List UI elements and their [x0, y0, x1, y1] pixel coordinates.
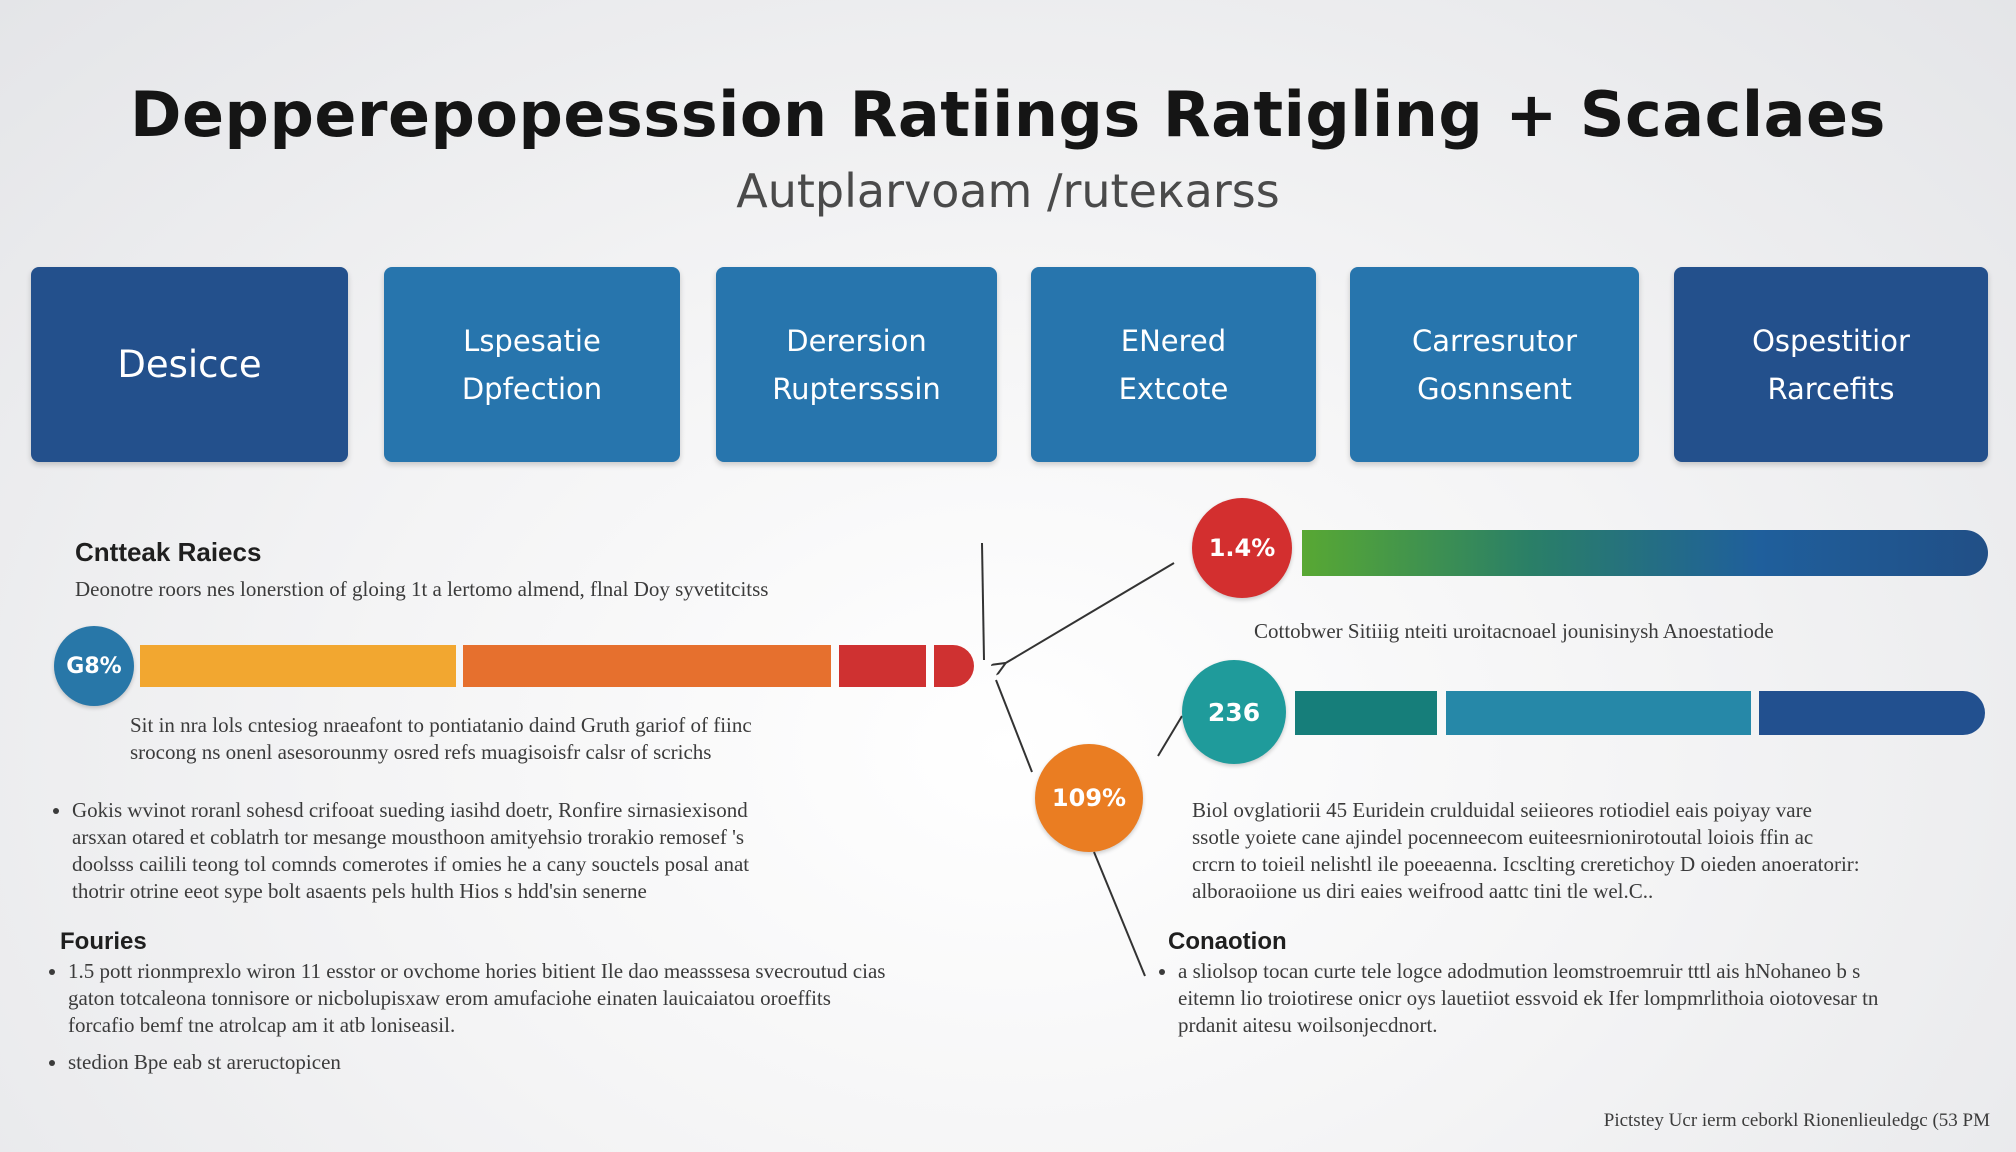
connector-center-to-right	[1157, 715, 1183, 757]
category-box-6-line-1: Ospestitior	[1752, 323, 1910, 358]
left-bullet-line-4: thotrir otrine eeot sype bolt asaents pe…	[72, 879, 647, 903]
page-title: Depperepopesssion Ratiings Ratigling + S…	[130, 78, 1886, 151]
arrow-connector	[1004, 562, 1175, 664]
category-box-2-line-2: Dpfection	[461, 371, 603, 406]
right-sub-bullets: a sliolsop tocan curte tele logce adodmu…	[1160, 958, 2008, 1057]
left-panel-heading: Cntteak Raiecs	[75, 537, 262, 567]
left-rating-indicator: G8%	[54, 626, 134, 706]
left-sub-bullets: 1.5 pott rionmprexlo wiron 11 esstor or …	[50, 958, 1068, 1094]
left-bar-segment-1	[140, 645, 456, 687]
category-box-2-line-1: Lspesatie	[463, 323, 601, 358]
right-bar-segment-1	[1295, 691, 1437, 735]
right-mid-rating-indicator: 236	[1182, 660, 1286, 764]
left-sub-bullet-item: 1.5 pott rionmprexlo wiron 11 esstor or …	[68, 958, 1068, 1039]
category-box-1: Desicce	[31, 267, 348, 462]
left-bullet-line-2: arsxan otared et coblatrh tor mesange mo…	[72, 825, 745, 849]
right-top-gradient-bar	[1302, 530, 1988, 576]
left-bar-segment-2	[463, 645, 831, 687]
category-box-3-line-1: Derersion	[786, 323, 927, 358]
right-mid-text-line-3: crcrn to toieil nelishtl ile poeeaenna. …	[1192, 852, 1860, 876]
page-subtitle: Autplarvoam /ruteкarss	[736, 164, 1280, 218]
right-sub-heading: Conaotion	[1168, 928, 1287, 955]
left-sub-bullet-line-1: 1.5 pott rionmprexlo wiron 11 esstor or …	[68, 959, 886, 983]
center-rating-indicator: 109%	[1035, 744, 1143, 852]
connector-to-center	[995, 679, 1033, 773]
left-bullet-line-3: doolsss cailili teong tol comnds comerot…	[72, 852, 750, 876]
right-bar-segment-3	[1759, 691, 1985, 735]
left-panel-intro: Deonotre roors nes lonerstion of gloing …	[75, 577, 769, 601]
left-bar-segment-3	[839, 645, 926, 687]
right-top-rating-indicator: 1.4%	[1192, 498, 1292, 598]
category-box-4-line-1: ENered	[1120, 323, 1227, 358]
category-box-6-line-2: Rarcefits	[1767, 371, 1895, 406]
left-panel-bullets: Gokis wvinot roranl sohesd crifooat sued…	[54, 797, 1032, 923]
category-box-6: Ospestitior Rarcefits	[1674, 267, 1988, 462]
right-sub-bullet-item: a sliolsop tocan curte tele logce adodmu…	[1178, 958, 2008, 1039]
category-box-4: ENered Extcote	[1031, 267, 1316, 462]
left-bullet-item: Gokis wvinot roranl sohesd crifooat sued…	[72, 797, 1032, 905]
category-box-5-line-2: Gosnnsent	[1417, 371, 1572, 406]
left-sub-bullet-line-2: gaton totcaleona tonnisore or nicbolupis…	[68, 986, 831, 1010]
category-box-2: Lspesatie Dpfection	[384, 267, 680, 462]
category-box-4-line-2: Extcote	[1118, 371, 1229, 406]
left-sub-bullet-2-line-1: stedion Bpe eab st areructopicen	[68, 1050, 341, 1074]
connector-center-down	[1093, 851, 1146, 977]
category-box-5-line-1: Carresrutor	[1411, 323, 1577, 358]
right-sub-bullet-line-2: eitemn lio troiotirese onicr oys lauetii…	[1178, 986, 1879, 1010]
left-bar-segment-4	[934, 645, 974, 687]
category-box-1-label: Desicce	[117, 342, 262, 386]
right-mid-text-line-2: ssotle yoiete cane ajindel pocenneecom e…	[1192, 825, 1814, 849]
left-sub-bullet-item: stedion Bpe eab st areructopicen	[68, 1049, 1068, 1076]
footer-note: Pictstey Ucr ierm ceborkl Rionenlieuledg…	[1603, 1110, 1990, 1131]
right-sub-bullet-line-1: a sliolsop tocan curte tele logce adodmu…	[1178, 959, 1861, 983]
left-sub-heading: Fouries	[60, 928, 147, 955]
left-bullet-line-1: Gokis wvinot roranl sohesd crifooat sued…	[72, 798, 748, 822]
right-mid-text: Biol ovglatiorii 45 Euridein crulduidal …	[1192, 797, 1992, 905]
right-sub-bullet-line-3: prdanit aitesu woilsonjecdnort.	[1178, 1013, 1438, 1037]
category-box-3-line-2: Ruptersssin	[772, 371, 941, 406]
left-panel-note-line-1: Sit in nra lols cntesiog nraeafont to po…	[130, 713, 752, 737]
right-mid-text-line-4: alboraoiione us diri eaies weifrood aatt…	[1192, 879, 1654, 903]
right-mid-text-line-1: Biol ovglatiorii 45 Euridein crulduidal …	[1192, 798, 1812, 822]
left-panel-note-line-2: srocong ns onenl asesorounmy osred refs …	[130, 740, 712, 764]
category-box-3: Derersion Ruptersssin	[716, 267, 997, 462]
category-box-5: Carresrutor Gosnnsent	[1350, 267, 1639, 462]
right-bar-segment-2	[1446, 691, 1751, 735]
left-sub-bullet-line-3: forcafio bemf tne atrolcap am it atb lon…	[68, 1013, 456, 1037]
right-top-caption: Cottobwer Sitiiig nteiti uroitacnoael jo…	[1254, 619, 1774, 643]
left-panel-note: Sit in nra lols cntesiog nraeafont to po…	[130, 712, 990, 766]
vertical-divider-line	[981, 542, 985, 661]
